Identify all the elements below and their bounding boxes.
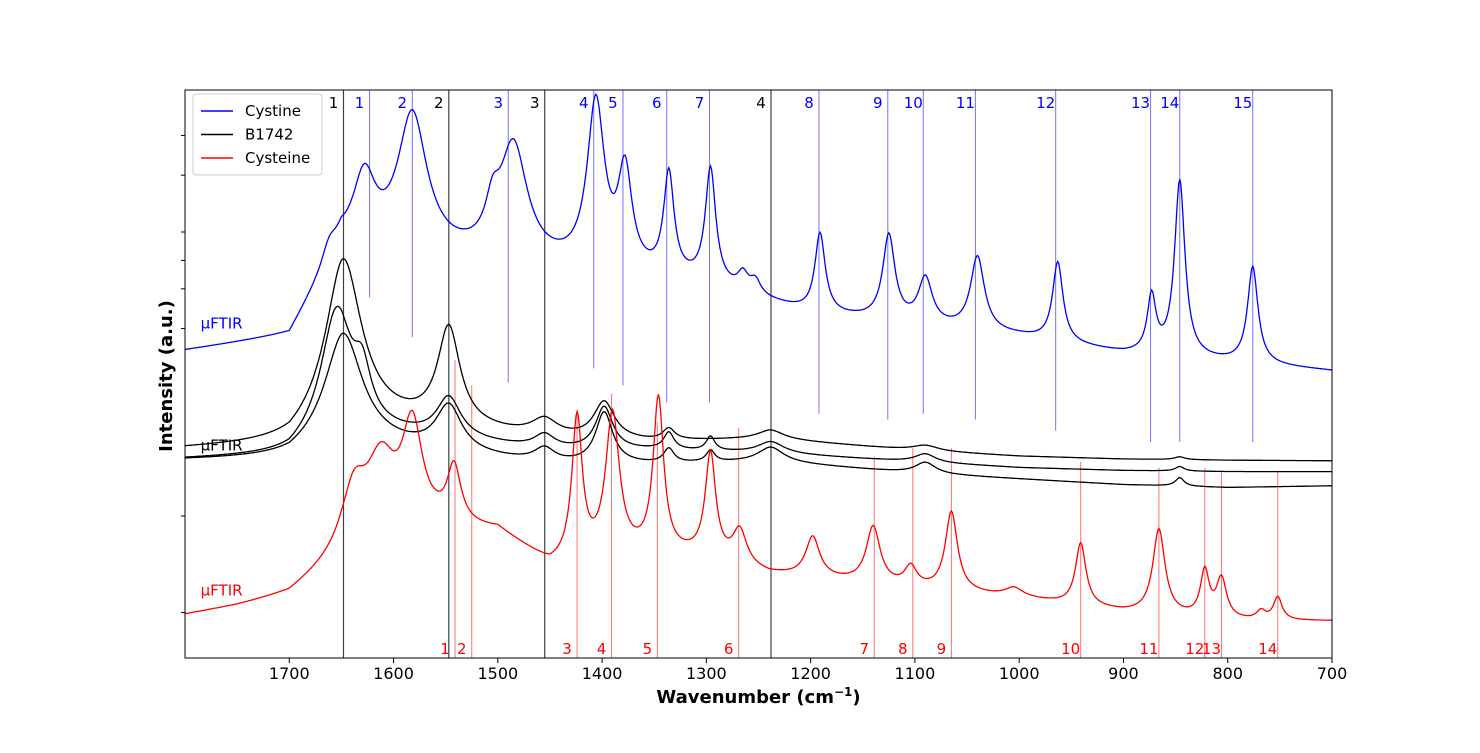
- x-tick-label-900: 900: [1108, 664, 1139, 683]
- trace-label-2: μFTIR: [201, 582, 243, 600]
- x-axis-title-main: Wavenumber (cm: [656, 687, 834, 708]
- x-axis-title-superscript: −1: [834, 685, 852, 699]
- blue-band-label-6: 6: [652, 94, 662, 112]
- blue-band-label-15: 15: [1233, 94, 1252, 112]
- trace-label-0: μFTIR: [201, 315, 243, 333]
- x-axis-title-end: ): [852, 687, 860, 708]
- red-band-label-1: 1: [440, 640, 450, 658]
- blue-band-label-1: 1: [355, 94, 365, 112]
- trace-labels: μFTIR μFTIR μFTIR: [201, 315, 243, 600]
- red-band-label-9: 9: [937, 640, 947, 658]
- legend-label-cystine: Cystine: [245, 102, 301, 120]
- blue-band-label-11: 11: [956, 94, 975, 112]
- blue-band-label-3: 3: [493, 94, 503, 112]
- x-tick-label-700: 700: [1317, 664, 1348, 683]
- x-axis-title: Wavenumber (cm−1): [656, 685, 860, 708]
- legend-box: [192, 93, 323, 176]
- red-band-label-12: 12: [1185, 640, 1204, 658]
- series-line-cysteine-4: [184, 394, 1332, 621]
- black-band-label-3: 3: [530, 94, 540, 112]
- legend-label-cysteine: Cysteine: [245, 149, 310, 167]
- black-band-label-2: 2: [434, 94, 444, 112]
- blue-band-label-8: 8: [804, 94, 814, 112]
- x-tick-label-1400: 1400: [582, 664, 623, 683]
- blue-band-label-5: 5: [608, 94, 618, 112]
- blue-band-label-2: 2: [398, 94, 408, 112]
- y-axis-title: Intensity (a.u.): [156, 300, 177, 452]
- x-tick-label-1700: 1700: [269, 664, 310, 683]
- series-line-b1742-1: [184, 258, 1332, 462]
- red-band-label-8: 8: [898, 640, 908, 658]
- y-axis: [181, 134, 185, 614]
- red-band-label-10: 10: [1061, 640, 1080, 658]
- x-tick-label-1100: 1100: [895, 664, 936, 683]
- red-band-label-6: 6: [724, 640, 734, 658]
- black-band-label-4: 4: [756, 94, 766, 112]
- red-band-label-2: 2: [457, 640, 467, 658]
- blue-band-label-4: 4: [579, 94, 589, 112]
- band-lines: 1 2 3 41 2 3 4 5 6 7 8 9 10 11 12 13 14 151 2 3 4 5 6 7 8 9 10 11 12…: [329, 90, 1279, 658]
- blue-band-label-12: 12: [1036, 94, 1055, 112]
- red-band-label-3: 3: [562, 640, 572, 658]
- blue-band-label-7: 7: [695, 94, 705, 112]
- blue-band-label-14: 14: [1160, 94, 1179, 112]
- spectrum-series: [184, 93, 1333, 621]
- red-band-label-5: 5: [643, 640, 653, 658]
- x-tick-label-1600: 1600: [373, 664, 414, 683]
- series-line-cystine-0: [184, 93, 1333, 371]
- red-band-label-4: 4: [597, 640, 607, 658]
- x-tick-label-1300: 1300: [686, 664, 727, 683]
- trace-label-1: μFTIR: [201, 437, 243, 455]
- red-band-label-14: 14: [1258, 640, 1277, 658]
- x-tick-label-1500: 1500: [477, 664, 518, 683]
- x-tick-label-800: 800: [1212, 664, 1243, 683]
- red-band-label-11: 11: [1139, 640, 1158, 658]
- series-line-b1742-2: [184, 305, 1332, 473]
- x-tick-label-1200: 1200: [790, 664, 831, 683]
- x-tick-label-1000: 1000: [999, 664, 1040, 683]
- x-axis: 1700 1600 1500 1400 1300 1200 1100 1000 900 800 70…: [269, 658, 1347, 683]
- red-band-label-13: 13: [1202, 640, 1221, 658]
- black-band-label-1: 1: [329, 94, 339, 112]
- blue-band-label-10: 10: [904, 94, 923, 112]
- legend: Cystine B1742 Cysteine: [192, 93, 323, 176]
- plot-frame: [184, 89, 1333, 659]
- legend-label-b1742: B1742: [245, 126, 293, 144]
- red-band-label-7: 7: [859, 640, 869, 658]
- blue-band-label-13: 13: [1131, 94, 1150, 112]
- series-line-b1742-3: [185, 332, 1332, 489]
- blue-band-label-9: 9: [873, 94, 883, 112]
